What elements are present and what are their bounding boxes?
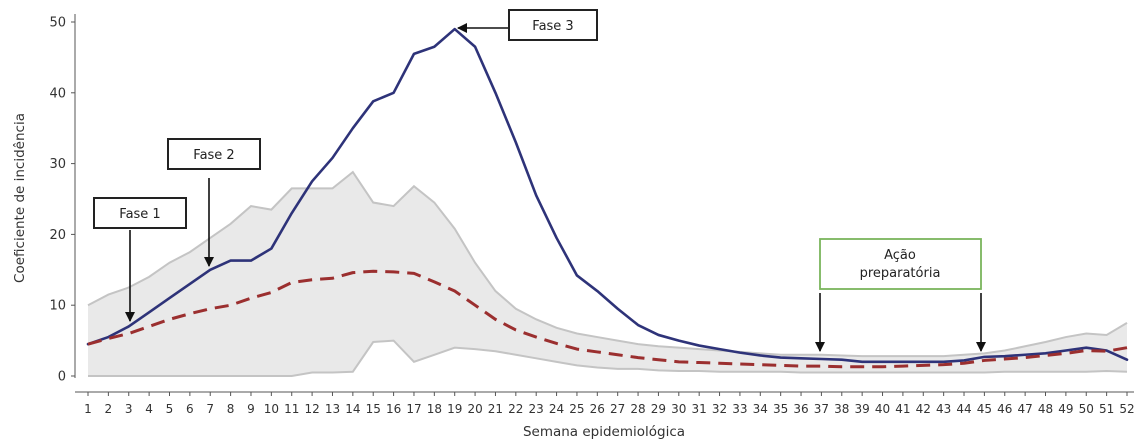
- x-tick-label: 1: [84, 402, 92, 416]
- band-lower-line: [88, 339, 1128, 377]
- x-tick-label: 22: [508, 402, 523, 416]
- y-tick-label: 50: [49, 16, 66, 31]
- x-tick-label: 23: [529, 402, 544, 416]
- x-tick-label: 34: [753, 402, 768, 416]
- annotation-label-fase-2: Fase 2: [193, 148, 234, 163]
- x-tick-label: 41: [895, 402, 910, 416]
- annotation-label-fase-3: Fase 3: [532, 19, 573, 34]
- x-tick-label: 27: [610, 402, 625, 416]
- annotation-box-fase-3: [508, 9, 598, 41]
- x-tick-label: 26: [590, 402, 605, 416]
- x-tick-label: 21: [488, 402, 503, 416]
- x-tick-label: 6: [186, 402, 194, 416]
- annotation-fase-2: Fase 2: [167, 138, 261, 267]
- x-tick-label: 48: [1038, 402, 1053, 416]
- x-tick-label: 28: [630, 402, 645, 416]
- annotation-fase-3: Fase 3: [457, 9, 598, 41]
- x-tick-label: 42: [916, 402, 931, 416]
- x-tick-label: 33: [732, 402, 747, 416]
- x-tick-label: 5: [166, 402, 174, 416]
- y-tick-label: 40: [49, 86, 66, 101]
- solid-series-line: [86, 27, 1129, 364]
- annotation-fase-1: Fase 1: [93, 197, 187, 322]
- x-tick-label: 46: [997, 402, 1012, 416]
- x-tick-label: 29: [651, 402, 666, 416]
- x-tick-label: 20: [467, 402, 482, 416]
- x-tick-label: 8: [227, 402, 235, 416]
- x-tick-label: 2: [105, 402, 113, 416]
- x-tick-label: 30: [671, 402, 686, 416]
- x-tick-label: 37: [814, 402, 829, 416]
- x-tick-label: 17: [406, 402, 421, 416]
- dashed-series-line: [87, 269, 1128, 369]
- axes: [74, 14, 1134, 393]
- series-lines: [86, 27, 1129, 369]
- x-tick-label: 49: [1058, 402, 1073, 416]
- annotation-label-preparatoria: preparatória: [860, 266, 941, 281]
- y-tick-label: 20: [49, 228, 66, 243]
- x-tick-label: 52: [1119, 402, 1134, 416]
- x-tick-label: 39: [855, 402, 870, 416]
- x-tick-label: 24: [549, 402, 564, 416]
- x-tick-label: 35: [773, 402, 788, 416]
- x-tick-label: 9: [247, 402, 255, 416]
- annotation-box-acao-preparatoria: [819, 238, 982, 290]
- x-axis-title: Semana epidemiológica: [523, 424, 685, 440]
- x-tick-label: 44: [956, 402, 971, 416]
- x-tick-label: 47: [1017, 402, 1032, 416]
- x-tick-label: 15: [366, 402, 381, 416]
- y-axis-ticks: 0 10 20 30 40 50: [49, 16, 75, 385]
- band-fill: [88, 172, 1127, 376]
- y-tick-label: 0: [58, 370, 66, 385]
- y-axis-title: Coeficiente de incidência: [12, 113, 28, 283]
- annotation-box-fase-1: [93, 197, 187, 229]
- x-tick-label: 7: [206, 402, 214, 416]
- x-tick-label: 40: [875, 402, 890, 416]
- x-tick-label: 10: [264, 402, 279, 416]
- x-tick-label: 18: [427, 402, 442, 416]
- x-axis-ticks: 1 2 3 4 5 6 7 8 9 10 11 12 13 14 15 16 17 18 19 20 21 22 23 24 2…: [84, 392, 1135, 416]
- annotation-box-fase-2: [167, 138, 261, 170]
- x-tick-label: 19: [447, 402, 462, 416]
- x-tick-label: 25: [569, 402, 584, 416]
- x-tick-label: 38: [834, 402, 849, 416]
- x-tick-label: 43: [936, 402, 951, 416]
- x-tick-label: 31: [692, 402, 707, 416]
- x-tick-label: 13: [325, 402, 340, 416]
- x-tick-label: 12: [304, 402, 319, 416]
- x-tick-label: 50: [1079, 402, 1094, 416]
- x-tick-label: 4: [145, 402, 153, 416]
- x-tick-label: 14: [345, 402, 360, 416]
- x-tick-label: 36: [793, 402, 808, 416]
- annotation-label-fase-1: Fase 1: [119, 207, 160, 222]
- annotation-label-acao: Ação: [884, 248, 916, 263]
- x-tick-label: 32: [712, 402, 727, 416]
- y-tick-label: 30: [49, 157, 66, 172]
- historical-range-band: [87, 170, 1128, 377]
- annotation-acao-preparatoria: Ação preparatória: [815, 238, 986, 352]
- y-tick-label: 10: [49, 299, 66, 314]
- x-tick-label: 16: [386, 402, 401, 416]
- x-tick-label: 3: [125, 402, 133, 416]
- band-upper-line: [87, 170, 1128, 358]
- x-tick-label: 51: [1099, 402, 1114, 416]
- x-tick-label: 11: [284, 402, 299, 416]
- x-tick-label: 45: [977, 402, 992, 416]
